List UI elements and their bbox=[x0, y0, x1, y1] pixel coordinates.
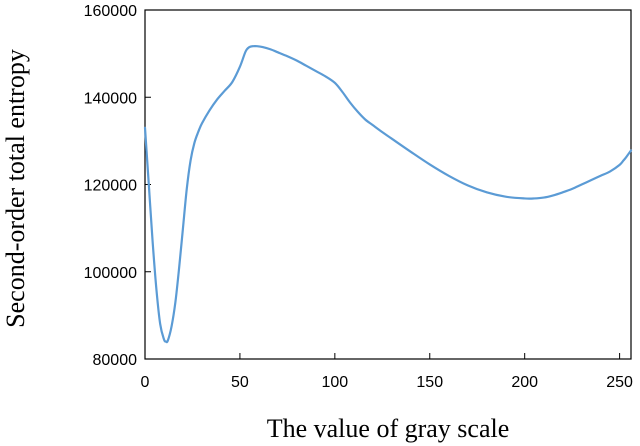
x-tick-label: 200 bbox=[511, 374, 538, 391]
x-tick-label: 100 bbox=[321, 374, 348, 391]
y-axis-title: Second-order total entropy bbox=[1, 49, 30, 328]
plot-area-frame bbox=[144, 9, 632, 360]
y-tick-label: 120000 bbox=[84, 178, 137, 195]
x-tick-label: 150 bbox=[416, 374, 443, 391]
x-tick-label: 0 bbox=[141, 374, 150, 391]
series-line bbox=[143, 44, 633, 344]
x-axis-ticks: 0 50 100 150 200 250 bbox=[141, 353, 633, 391]
y-tick-label: 80000 bbox=[93, 352, 138, 369]
x-tick-label: 250 bbox=[606, 374, 633, 391]
y-tick-label: 140000 bbox=[84, 90, 137, 107]
x-tick-label: 50 bbox=[231, 374, 249, 391]
x-axis-title: The value of gray scale bbox=[267, 414, 510, 443]
y-tick-label: 160000 bbox=[84, 3, 137, 20]
y-tick-label: 100000 bbox=[84, 265, 137, 282]
series-layer bbox=[143, 44, 633, 344]
y-axis-ticks: 80000 100000 120000 140000 160000 bbox=[84, 3, 151, 369]
